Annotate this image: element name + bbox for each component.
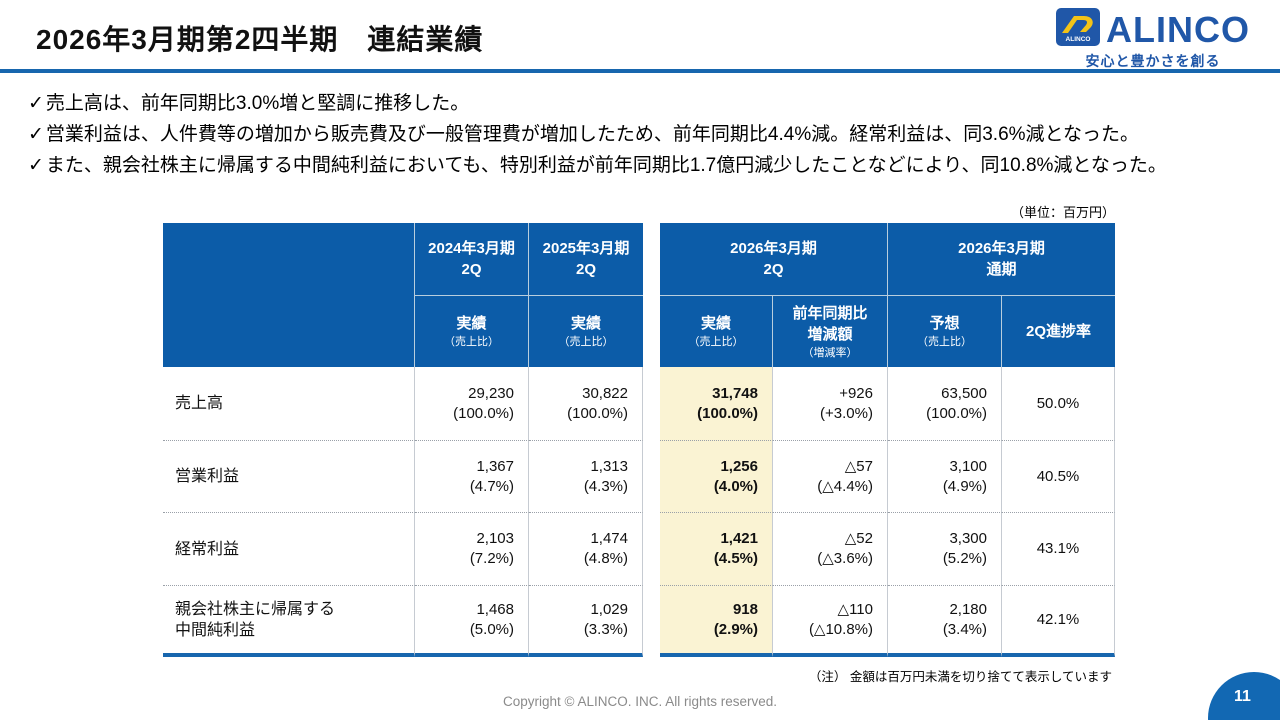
page-title: 2026年3月期第2四半期 連結業績 — [36, 24, 484, 55]
alinco-logo: ALINCO ALINCO 安心と豊かさを創る — [1056, 8, 1250, 71]
cell-2026-net-actual: 918 (2.9%) — [660, 585, 773, 657]
checkmark-icon: ✓ — [28, 155, 44, 176]
cell-sales-yoy: +926 (+3.0%) — [773, 367, 888, 440]
checkmark-icon: ✓ — [28, 124, 44, 145]
cell-net-yoy: △110 (△10.8%) — [773, 585, 888, 657]
cell-fy2025-operating: 1,313 (4.3%) — [529, 440, 643, 512]
slide-header: 2026年3月期第2四半期 連結業績 ALINCO ALINCO 安心と豊かさを… — [0, 0, 1280, 73]
cell-2026-ordinary-actual: 1,421 (4.5%) — [660, 512, 773, 585]
subheader-actual-2026: 実績 （売上比） — [660, 296, 773, 367]
page-number-badge: 11 — [1208, 672, 1280, 720]
svg-text:ALINCO: ALINCO — [1066, 36, 1091, 43]
col-header-fy2025-2q: 2025年3月期 2Q — [529, 223, 643, 296]
copyright-text: Copyright © ALINCO. INC. All rights rese… — [502, 694, 778, 709]
bullet-net-profit: ✓ また、親会社株主に帰属する中間純利益においても、特別利益が前年同期比1.7億円… — [28, 155, 1167, 176]
alinco-logo-icon: ALINCO — [1056, 8, 1100, 51]
row-label-net-profit: 親会社株主に帰属する 中間純利益 — [163, 585, 415, 657]
logo-tagline: 安心と豊かさを創る — [1085, 53, 1221, 69]
cell-net-progress: 42.1% — [1002, 585, 1115, 657]
cell-2026-sales-actual: 31,748 (100.0%) — [660, 367, 773, 440]
cell-operating-progress: 40.5% — [1002, 440, 1115, 512]
cell-fy2024-sales: 29,230 (100.0%) — [415, 367, 529, 440]
cell-fy2025-sales: 30,822 (100.0%) — [529, 367, 643, 440]
alinco-wordmark: ALINCO — [1106, 8, 1250, 50]
cell-fy2024-operating: 1,367 (4.7%) — [415, 440, 529, 512]
prior-years-table: 2024年3月期 2Q 2025年3月期 2Q 実績 （売上比） 実績 （売上比） 売上… — [163, 223, 643, 657]
summary-bullets: ✓ 売上高は、前年同期比3.0%増と堅調に推移した。 ✓ 営業利益は、人件費等の増加… — [28, 88, 1258, 181]
subheader-actual-2024: 実績 （売上比） — [415, 296, 529, 367]
row-label-header — [163, 223, 415, 367]
row-label-operating-profit: 営業利益 — [163, 440, 415, 512]
col-header-fy2024-2q: 2024年3月期 2Q — [415, 223, 529, 296]
col-header-fy2026-2q: 2026年3月期 2Q — [660, 223, 888, 296]
rounding-footnote: （注） 金額は百万円未満を切り捨てて表示しています — [808, 670, 1112, 684]
col-header-fy2026-full-year: 2026年3月期 通期 — [888, 223, 1115, 296]
cell-operating-yoy: △57 (△4.4%) — [773, 440, 888, 512]
title-divider — [0, 69, 1280, 73]
cell-fy2024-ordinary: 2,103 (7.2%) — [415, 512, 529, 585]
subheader-forecast: 予想 （売上比） — [888, 296, 1002, 367]
cell-operating-forecast: 3,100 (4.9%) — [888, 440, 1002, 512]
checkmark-icon: ✓ — [28, 93, 44, 114]
results-tables: 2024年3月期 2Q 2025年3月期 2Q 実績 （売上比） 実績 （売上比） 売上… — [163, 223, 1115, 657]
current-year-table: 2026年3月期 2Q 2026年3月期 通期 実績 （売上比） 前年同期比 増減額 （増… — [660, 223, 1115, 657]
unit-label: （単位：百万円） — [1010, 205, 1115, 220]
cell-fy2025-net: 1,029 (3.3%) — [529, 585, 643, 657]
subheader-actual-2025: 実績 （売上比） — [529, 296, 643, 367]
cell-fy2024-net: 1,468 (5.0%) — [415, 585, 529, 657]
cell-sales-forecast: 63,500 (100.0%) — [888, 367, 1002, 440]
bullet-sales: ✓ 売上高は、前年同期比3.0%増と堅調に推移した。 — [28, 93, 470, 114]
subheader-2q-progress: 2Q進捗率 — [1002, 296, 1115, 367]
subheader-yoy-change: 前年同期比 増減額 （増減率） — [773, 296, 888, 367]
cell-ordinary-progress: 43.1% — [1002, 512, 1115, 585]
cell-sales-progress: 50.0% — [1002, 367, 1115, 440]
cell-net-forecast: 2,180 (3.4%) — [888, 585, 1002, 657]
row-label-sales: 売上高 — [163, 367, 415, 440]
row-label-ordinary-profit: 経常利益 — [163, 512, 415, 585]
page-number: 11 — [1234, 688, 1251, 705]
cell-ordinary-yoy: △52 (△3.6%) — [773, 512, 888, 585]
cell-fy2025-ordinary: 1,474 (4.8%) — [529, 512, 643, 585]
cell-ordinary-forecast: 3,300 (5.2%) — [888, 512, 1002, 585]
bullet-operating-profit: ✓ 営業利益は、人件費等の増加から販売費及び一般管理費が増加したため、前年同期比4… — [28, 124, 1139, 145]
cell-2026-operating-actual: 1,256 (4.0%) — [660, 440, 773, 512]
